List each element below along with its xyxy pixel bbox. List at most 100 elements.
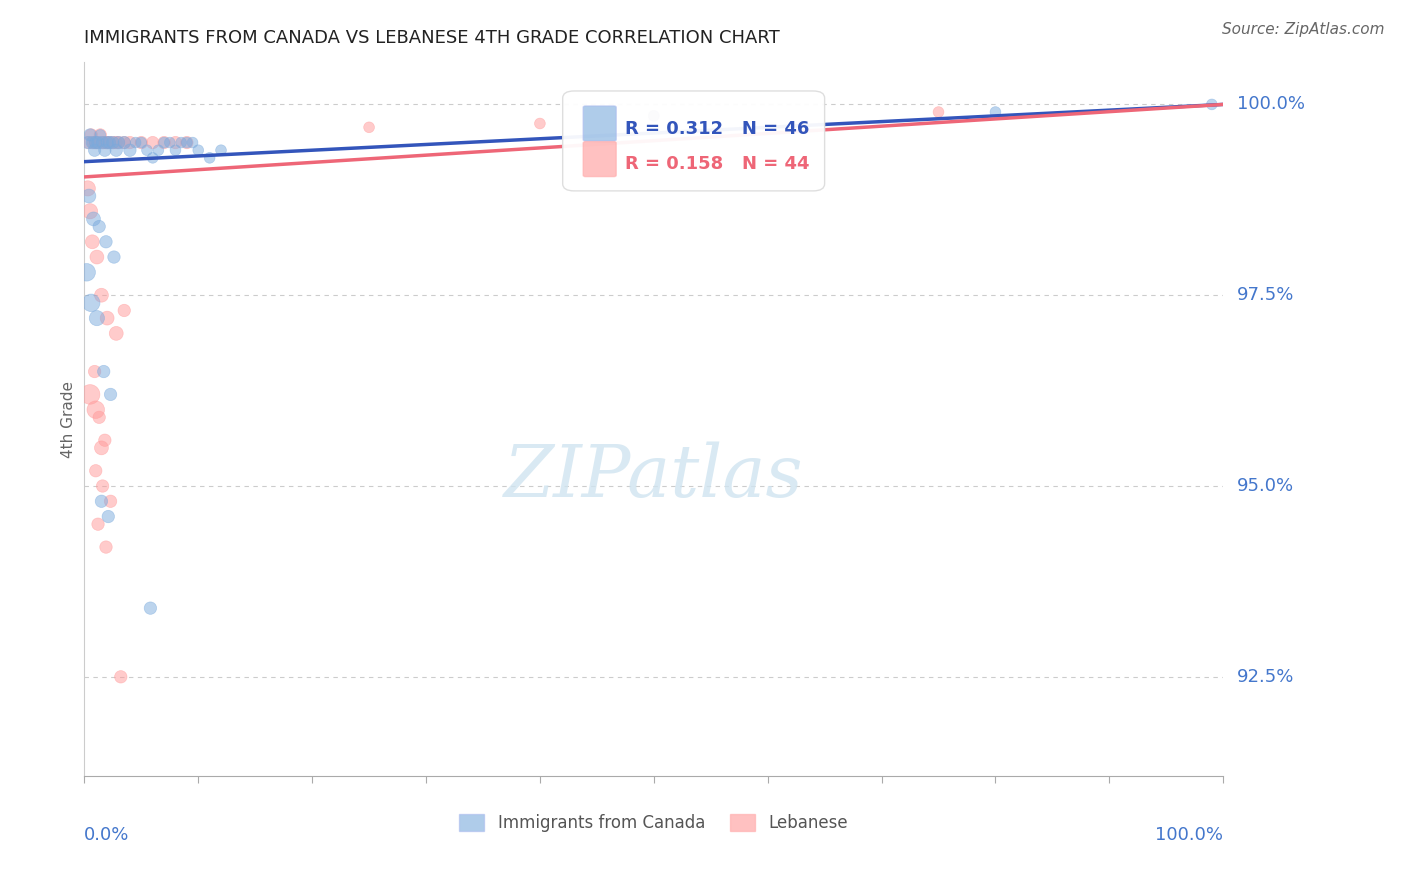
Point xyxy=(86,250,108,264)
Point xyxy=(101,136,124,150)
Point xyxy=(89,128,111,142)
Point xyxy=(87,136,110,150)
Point xyxy=(96,136,118,150)
Point xyxy=(100,387,122,401)
Point xyxy=(209,143,232,157)
Point xyxy=(107,136,129,150)
Text: 0.0%: 0.0% xyxy=(84,826,129,844)
Point xyxy=(159,136,181,150)
Point xyxy=(105,326,128,341)
Point xyxy=(91,479,114,493)
Point xyxy=(359,120,381,135)
FancyBboxPatch shape xyxy=(562,91,825,191)
Point xyxy=(82,136,104,150)
Point xyxy=(103,250,125,264)
Point xyxy=(82,235,104,249)
Point xyxy=(170,136,193,150)
Text: R = 0.158   N = 44: R = 0.158 N = 44 xyxy=(626,155,810,173)
Point xyxy=(83,143,105,157)
Point xyxy=(187,143,209,157)
Point xyxy=(153,136,176,150)
Point xyxy=(79,128,101,142)
Y-axis label: 4th Grade: 4th Grade xyxy=(60,381,76,458)
Point xyxy=(87,517,110,532)
Point xyxy=(124,136,146,150)
Point xyxy=(165,143,187,157)
Point xyxy=(142,136,165,150)
Point xyxy=(118,136,141,150)
Point xyxy=(89,410,111,425)
Text: 100.0%: 100.0% xyxy=(1156,826,1223,844)
Point xyxy=(83,365,105,379)
Point xyxy=(89,219,111,234)
FancyBboxPatch shape xyxy=(583,142,616,177)
Text: 97.5%: 97.5% xyxy=(1237,286,1295,304)
Point xyxy=(105,143,128,157)
Point xyxy=(79,387,101,401)
Point xyxy=(131,136,153,150)
Point xyxy=(118,143,141,157)
Point xyxy=(86,311,108,326)
Point xyxy=(80,296,103,310)
Point xyxy=(91,136,114,150)
Point xyxy=(984,105,1007,120)
Point xyxy=(76,136,98,150)
Point xyxy=(84,402,107,417)
Point xyxy=(77,189,100,203)
Point xyxy=(87,136,110,150)
Point xyxy=(79,204,101,219)
Point xyxy=(165,136,187,150)
Point xyxy=(643,109,665,123)
Point xyxy=(131,136,153,150)
Point xyxy=(90,441,112,455)
Point xyxy=(198,151,221,165)
Point xyxy=(84,464,107,478)
Point xyxy=(77,136,100,150)
Point xyxy=(82,211,104,226)
Point xyxy=(94,540,117,554)
Point xyxy=(89,128,111,142)
Point xyxy=(97,509,120,524)
Point xyxy=(148,143,170,157)
Point xyxy=(176,136,198,150)
Point xyxy=(928,105,950,120)
FancyBboxPatch shape xyxy=(583,106,616,141)
Text: 95.0%: 95.0% xyxy=(1237,477,1295,495)
Point xyxy=(101,136,124,150)
Point xyxy=(94,235,117,249)
Point xyxy=(94,143,117,157)
Point xyxy=(105,136,128,150)
Point xyxy=(529,116,551,130)
Point xyxy=(76,265,98,279)
Point xyxy=(181,136,204,150)
Text: Source: ZipAtlas.com: Source: ZipAtlas.com xyxy=(1222,22,1385,37)
Point xyxy=(643,109,665,123)
Point xyxy=(176,136,198,150)
Point xyxy=(96,136,118,150)
Point xyxy=(98,136,121,150)
Text: R = 0.312   N = 46: R = 0.312 N = 46 xyxy=(626,120,810,137)
Point xyxy=(112,136,135,150)
Text: ZIPatlas: ZIPatlas xyxy=(503,441,804,512)
Point xyxy=(80,128,103,142)
Point xyxy=(1201,97,1223,112)
Point xyxy=(139,601,162,615)
Point xyxy=(136,143,159,157)
Point xyxy=(76,181,98,195)
Point xyxy=(112,136,135,150)
Point xyxy=(94,136,117,150)
Point xyxy=(96,311,118,326)
Point xyxy=(84,136,107,150)
Point xyxy=(90,494,112,508)
Point xyxy=(91,136,114,150)
Point xyxy=(107,136,129,150)
Text: IMMIGRANTS FROM CANADA VS LEBANESE 4TH GRADE CORRELATION CHART: IMMIGRANTS FROM CANADA VS LEBANESE 4TH G… xyxy=(84,29,780,47)
Text: 100.0%: 100.0% xyxy=(1237,95,1305,113)
Point xyxy=(98,136,121,150)
Point xyxy=(94,434,117,448)
Point xyxy=(112,303,135,318)
Point xyxy=(84,136,107,150)
Point xyxy=(90,288,112,302)
Point xyxy=(82,136,104,150)
Text: 92.5%: 92.5% xyxy=(1237,668,1295,686)
